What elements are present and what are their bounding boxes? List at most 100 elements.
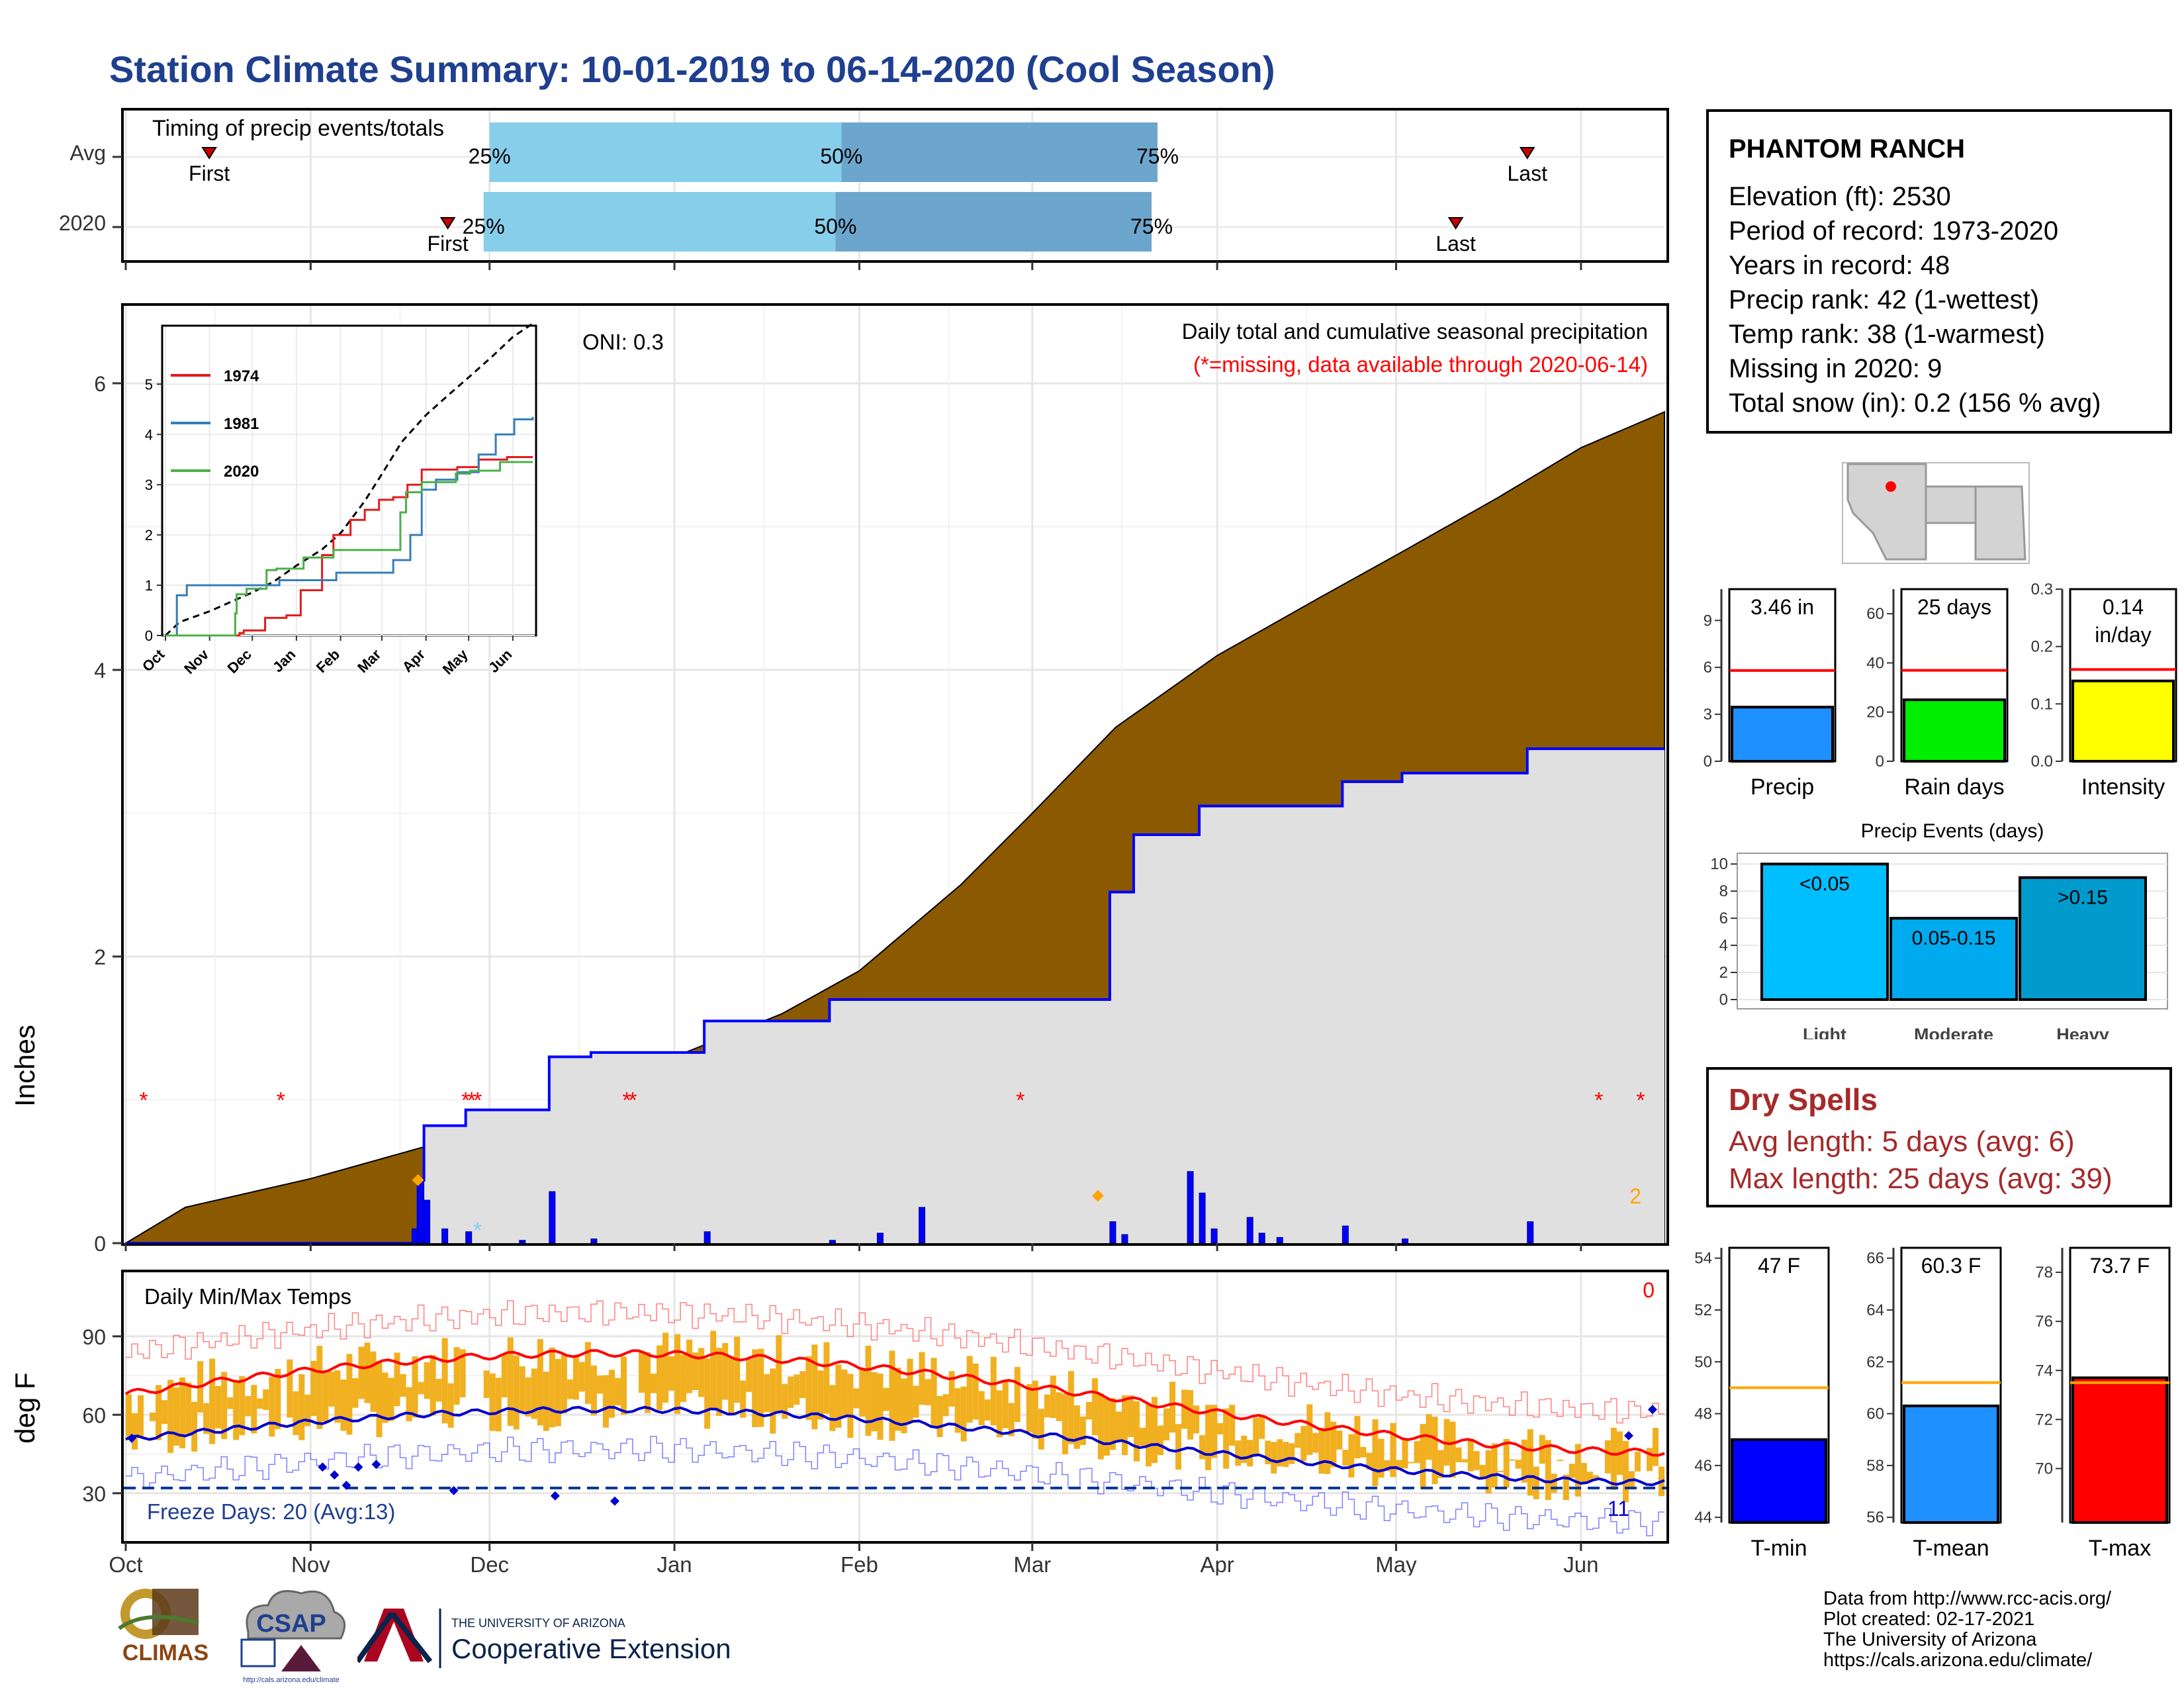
daily-temp-range-bar <box>608 1370 615 1418</box>
daily-temp-range-bar <box>907 1358 913 1423</box>
missing-data-marker: * <box>1594 1088 1603 1113</box>
daily-temp-range-bar <box>1545 1440 1551 1501</box>
summary-bar-label: Intensity <box>2081 774 2165 800</box>
freeze-day-marker <box>610 1496 619 1506</box>
summary-y-tick-label: 60 <box>1866 605 1884 623</box>
daily-temp-range-bar <box>1604 1440 1611 1474</box>
daily-precip-bar <box>465 1231 473 1244</box>
daily-temp-range-bar <box>453 1347 460 1405</box>
daily-temp-range-bar <box>1437 1450 1444 1478</box>
event-range-label: 0.05-0.15 <box>1912 927 1996 949</box>
daily-temp-range-bar <box>1169 1382 1176 1433</box>
daily-temp-range-bar <box>990 1356 997 1426</box>
daily-temp-range-bar <box>1056 1392 1062 1421</box>
daily-temp-range-bar <box>1068 1371 1074 1444</box>
event-category-label: Moderate <box>1914 1025 1993 1039</box>
events-y-tick-label: 8 <box>1719 882 1728 900</box>
daily-temp-range-bar <box>1473 1451 1480 1470</box>
daily-temp-range-bar <box>960 1386 967 1442</box>
station-info-line: Period of record: 1973-2020 <box>1729 216 2059 246</box>
month-label: Nov <box>291 1552 330 1575</box>
daily-temp-range-bar <box>1241 1435 1248 1464</box>
daily-temp-range-bar <box>913 1385 919 1418</box>
timing-bar-q25-q50 <box>483 192 836 252</box>
daily-temp-range-bar <box>1569 1464 1575 1478</box>
daily-temp-range-bar <box>1259 1417 1265 1439</box>
freeze-day-marker <box>449 1485 459 1495</box>
daily-temp-range-bar <box>853 1388 860 1409</box>
daily-temp-range-bar <box>1318 1428 1325 1474</box>
daily-temp-range-bar <box>1097 1393 1104 1460</box>
daily-temp-range-bar <box>1163 1408 1170 1441</box>
precip-y-tick-label: 0 <box>94 1232 106 1251</box>
timing-bar-q50-q75 <box>835 192 1152 252</box>
csap-logo: CSAP http://cals.arizona.edu/climate <box>240 1590 346 1684</box>
daily-temp-range-bar <box>1390 1423 1396 1477</box>
summary-y-tick-label: 0.2 <box>2031 638 2053 656</box>
dry-spells-box: Dry Spells Avg length: 5 days (avg: 6) M… <box>1706 1067 2172 1207</box>
daily-temp-range-bar <box>447 1383 454 1428</box>
daily-temp-range-bar <box>376 1361 383 1438</box>
missing-data-marker: * <box>139 1088 148 1113</box>
missing-data-marker: * <box>1636 1088 1645 1113</box>
daily-temp-range-bar <box>1253 1417 1259 1456</box>
timing-first-marker <box>439 217 456 230</box>
record-low-line <box>126 1436 1664 1536</box>
timing-last-marker <box>1519 147 1535 160</box>
daily-temp-range-bar <box>1079 1416 1086 1445</box>
daily-temp-range-bar <box>972 1363 979 1420</box>
freeze-days-label: Freeze Days: 20 (Avg:13) <box>147 1499 395 1524</box>
freeze-day-marker <box>550 1491 560 1501</box>
month-label: Mar <box>1013 1552 1051 1575</box>
daily-temp-range-bar <box>346 1354 353 1435</box>
daily-temp-range-bar <box>1551 1474 1557 1493</box>
daily-temp-range-bar <box>555 1358 561 1427</box>
daily-temp-range-bar <box>788 1376 794 1408</box>
daily-precip-bar <box>1258 1233 1265 1244</box>
daily-temp-range-bar <box>561 1354 567 1414</box>
temp-panel-label: Daily Min/Max Temps <box>144 1284 351 1309</box>
event-category-label: Heavy <box>2056 1025 2109 1039</box>
daily-temp-range-bar <box>1283 1442 1289 1468</box>
daily-temp-range-bar <box>925 1379 931 1406</box>
daily-temp-range-bar <box>358 1346 365 1399</box>
daily-temp-range-bar <box>221 1372 228 1439</box>
daily-temp-range-bar <box>1521 1439 1527 1483</box>
daily-precip-bar <box>1109 1221 1116 1244</box>
temp-y-tick-label: 30 <box>82 1482 106 1506</box>
daily-temp-range-bar <box>406 1387 412 1422</box>
month-label: Apr <box>1200 1552 1234 1575</box>
daily-temp-range-bar <box>1515 1460 1522 1469</box>
daily-temp-range-bar <box>1384 1460 1390 1472</box>
daily-temp-range-bar <box>203 1403 210 1434</box>
events-y-tick-label: 2 <box>1719 964 1728 982</box>
missing-data-marker: * <box>277 1088 285 1113</box>
timing-percentile-label: 25% <box>469 144 511 168</box>
daily-temp-range-bar <box>859 1368 866 1417</box>
daily-temp-range-bar <box>227 1397 234 1409</box>
daily-temp-range-bar <box>578 1362 585 1392</box>
daily-temp-range-bar <box>776 1335 782 1413</box>
summary-y-tick-label: 54 <box>1694 1250 1712 1268</box>
inset-legend-label: 2020 <box>224 463 259 481</box>
daily-temp-range-bar <box>1539 1434 1545 1464</box>
daily-temp-range-bar <box>400 1374 406 1397</box>
daily-temp-range-bar <box>865 1345 872 1436</box>
freeze-day-marker <box>1647 1405 1657 1415</box>
daily-temp-range-bar <box>746 1359 752 1392</box>
daily-temp-range-bar <box>1026 1384 1032 1432</box>
daily-temp-range-bar <box>668 1356 675 1391</box>
daily-temp-range-bar <box>710 1331 717 1409</box>
summary-y-tick-label: 48 <box>1694 1405 1712 1423</box>
summary-y-tick-label: 6 <box>1704 659 1712 677</box>
daily-temp-range-bar <box>728 1356 735 1415</box>
daily-temp-range-bar <box>596 1375 603 1394</box>
dry-spells-max: Max length: 25 days (avg: 39) <box>1729 1162 2113 1195</box>
daily-temp-range-bar <box>1563 1474 1569 1501</box>
month-label: Jun <box>1563 1552 1598 1575</box>
daily-temp-range-bar <box>1586 1472 1593 1481</box>
summary-bar-label: T-min <box>1751 1536 1807 1561</box>
daily-precip-bar <box>1121 1234 1128 1244</box>
month-label: Dec <box>470 1552 509 1575</box>
precip-y-tick-label: 2 <box>94 945 106 969</box>
